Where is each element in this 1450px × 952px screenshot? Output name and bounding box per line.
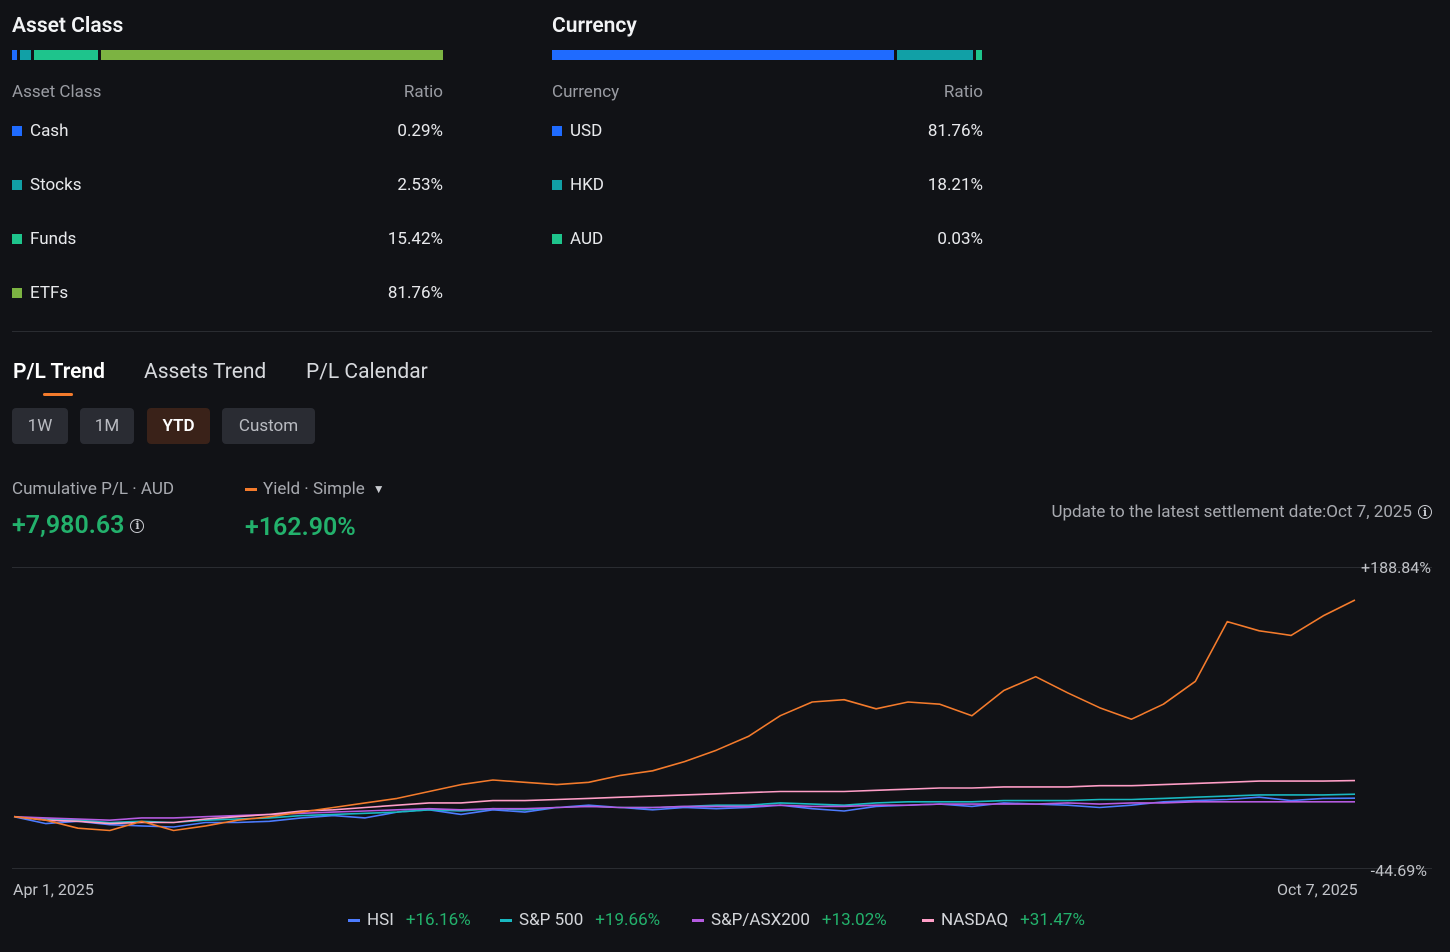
series-line-portfolio-yield: [13, 599, 1356, 832]
yield-value: +162.90%: [245, 513, 356, 542]
currency-row-label: AUD: [570, 229, 604, 249]
currency-bar-usd: [552, 50, 894, 60]
chart-bottom-gridline: [12, 868, 1432, 869]
asset-row-etfs: ETFs: [12, 283, 68, 303]
legend-name: S&P 500: [519, 910, 584, 930]
tab-pl-trend[interactable]: P/L Trend: [13, 360, 105, 384]
legend-dash: [348, 918, 360, 922]
chart-top-gridline: [12, 567, 1432, 568]
range-custom-button[interactable]: Custom: [222, 408, 315, 444]
currency-row-ratio: 81.76%: [927, 121, 983, 141]
settlement-update: Update to the latest settlement date:Oct…: [1051, 502, 1432, 522]
currency-bar-hkd: [897, 50, 973, 60]
range-ytd-button[interactable]: YTD: [147, 408, 210, 444]
series-line-nasdaq: [13, 779, 1356, 825]
legend-change: +31.47%: [1020, 910, 1085, 930]
asset-row-label: Stocks: [30, 175, 82, 195]
asset-bar-funds: [34, 50, 98, 60]
legend-name: NASDAQ: [941, 910, 1009, 930]
usd-color-swatch: [552, 126, 562, 136]
asset-row-ratio: 2.53%: [397, 175, 443, 195]
range-1w-button[interactable]: 1W: [12, 408, 68, 444]
asset-class-title: Asset Class: [12, 14, 124, 38]
legend-change: +16.16%: [405, 910, 471, 930]
funds-color-swatch: [12, 234, 22, 244]
range-1m-button[interactable]: 1M: [80, 408, 134, 444]
currency-row-hkd: HKD: [552, 175, 604, 195]
aud-color-swatch: [552, 234, 562, 244]
asset-row-label: Cash: [30, 121, 69, 141]
yield-legend-dash: [245, 487, 257, 491]
stocks-color-swatch: [12, 180, 22, 190]
currency-row-ratio: 18.21%: [927, 175, 983, 195]
legend-nasdaq[interactable]: NASDAQ +31.47%: [922, 910, 1085, 930]
currency-ratio-header: Ratio: [943, 82, 983, 102]
asset-class-ratio-header: Ratio: [403, 82, 443, 102]
asset-bar-etfs: [101, 50, 443, 60]
asset-row-stocks: Stocks: [12, 175, 81, 195]
caret-down-icon: ▼: [372, 482, 385, 496]
asset-row-label: ETFs: [30, 283, 69, 303]
asset-row-ratio: 81.76%: [387, 283, 443, 303]
currency-row-aud: AUD: [552, 229, 603, 249]
active-tab-indicator: [43, 393, 73, 396]
legend-name: HSI: [367, 910, 394, 930]
legend-dash: [500, 918, 512, 922]
asset-row-ratio: 0.29%: [397, 121, 443, 141]
legend-change: +13.02%: [821, 910, 887, 930]
yield-type-selector[interactable]: Yield · Simple ▼: [245, 479, 385, 499]
x-start-label: Apr 1, 2025: [13, 880, 94, 899]
currency-row-label: HKD: [570, 175, 604, 195]
hkd-color-swatch: [552, 180, 562, 190]
series-line-hsi: [13, 796, 1356, 828]
asset-row-ratio: 15.42%: [387, 229, 443, 249]
legend-asx200[interactable]: S&P/ASX200 +13.02%: [692, 910, 887, 930]
cumulative-pl: +7,980.63 i: [12, 511, 145, 540]
currency-row-usd: USD: [552, 121, 602, 141]
info-icon[interactable]: i: [130, 518, 145, 533]
yield-label: Yield · Simple: [263, 479, 365, 499]
legend-dash: [922, 918, 934, 922]
cash-color-swatch: [12, 126, 22, 136]
currency-bar: [552, 50, 982, 60]
cumulative-pl-label: Cumulative P/L · AUD: [12, 479, 175, 499]
currency-title: Currency: [552, 14, 637, 38]
info-icon[interactable]: i: [1418, 505, 1432, 519]
currency-col-header: Currency: [552, 82, 620, 102]
currency-bar-aud: [976, 50, 982, 60]
asset-row-label: Funds: [30, 229, 77, 249]
y-max-label: +188.84%: [1361, 558, 1431, 577]
currency-row-ratio: 0.03%: [937, 229, 983, 249]
tab-pl-calendar[interactable]: P/L Calendar: [306, 360, 428, 384]
asset-row-funds: Funds: [12, 229, 76, 249]
currency-row-label: USD: [570, 121, 603, 141]
settlement-update-text: Update to the latest settlement date:Oct…: [1051, 502, 1412, 522]
series-line-s-p-asx200: [13, 800, 1355, 822]
legend-name: S&P/ASX200: [711, 910, 810, 930]
section-divider: [12, 331, 1432, 332]
asset-class-bar: [12, 50, 444, 60]
legend-change: +19.66%: [595, 910, 661, 930]
asset-class-col-header: Asset Class: [12, 82, 102, 102]
legend-hsi[interactable]: HSI +16.16%: [348, 910, 471, 930]
y-min-label: -44.69%: [1370, 861, 1427, 880]
cumulative-pl-value: +7,980.63: [12, 511, 125, 540]
asset-bar-stocks: [20, 50, 31, 60]
asset-bar-cash: [12, 50, 17, 60]
tab-assets-trend[interactable]: Assets Trend: [144, 360, 267, 384]
etfs-color-swatch: [12, 288, 22, 298]
x-end-label: Oct 7, 2025: [1277, 880, 1358, 899]
legend-dash: [692, 918, 704, 922]
asset-row-cash: Cash: [12, 121, 68, 141]
legend-sp500[interactable]: S&P 500 +19.66%: [500, 910, 660, 930]
